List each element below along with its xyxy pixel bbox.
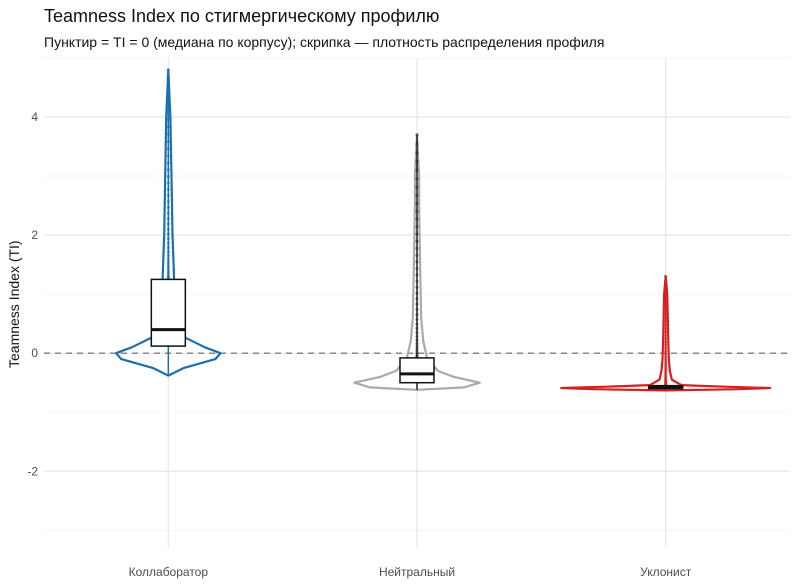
box-1	[150, 278, 187, 347]
y-tick-label: 2	[31, 228, 38, 242]
x-tick-label: Коллаборатор	[129, 565, 209, 579]
y-axis-label: Teamness Index (TI)	[6, 240, 22, 368]
box-2	[399, 357, 435, 384]
data-point	[415, 133, 419, 137]
y-tick-label: 4	[31, 110, 38, 124]
chart-title: Teamness Index по стигмергическому профи…	[44, 6, 440, 26]
y-tick-label: -2	[27, 464, 38, 478]
x-tick-label: Нейтральный	[379, 565, 455, 579]
y-tick-label: 0	[31, 346, 38, 360]
chart-subtitle: Пунктир = TI = 0 (медиана по корпусу); с…	[44, 34, 605, 50]
x-tick-label: Уклонист	[640, 565, 692, 579]
